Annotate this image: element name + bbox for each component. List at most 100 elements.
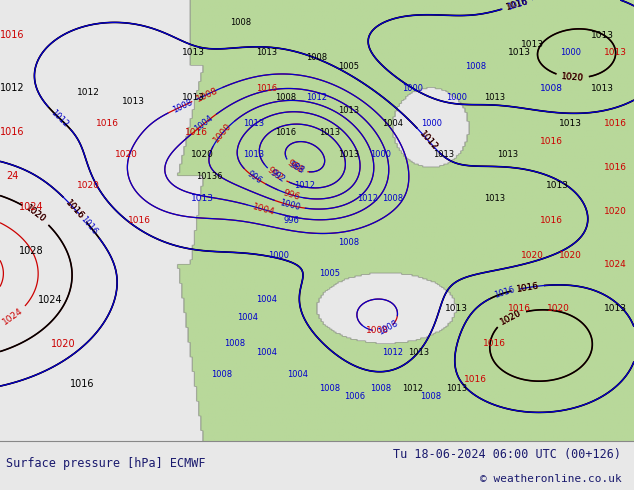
- Text: 1000: 1000: [401, 84, 423, 93]
- Text: 1012: 1012: [49, 108, 70, 129]
- Text: 1013: 1013: [243, 119, 264, 128]
- Text: 1008: 1008: [171, 98, 194, 115]
- Text: 1016: 1016: [70, 379, 94, 389]
- Text: 1013: 1013: [408, 348, 429, 357]
- Text: 1016: 1016: [1, 127, 25, 137]
- Text: 1004: 1004: [256, 295, 277, 304]
- Text: 1000: 1000: [268, 251, 290, 260]
- Text: 1016: 1016: [64, 198, 86, 221]
- Text: 1013: 1013: [182, 49, 205, 57]
- Text: 1024: 1024: [20, 202, 44, 212]
- Text: 1020: 1020: [77, 181, 100, 190]
- Text: 1020: 1020: [559, 251, 582, 260]
- Text: 1013: 1013: [445, 304, 468, 313]
- Text: © weatheronline.co.uk: © weatheronline.co.uk: [479, 474, 621, 484]
- Text: 1000: 1000: [278, 198, 301, 212]
- Text: 1008: 1008: [195, 85, 219, 103]
- Text: 996: 996: [283, 216, 300, 225]
- Text: 1013: 1013: [591, 84, 614, 93]
- Text: 1020: 1020: [560, 72, 585, 83]
- Text: 1016: 1016: [64, 198, 86, 221]
- Text: 1013: 1013: [604, 304, 626, 313]
- Text: 1024: 1024: [1, 307, 25, 327]
- Text: 1013: 1013: [484, 93, 505, 101]
- Text: 1005: 1005: [338, 62, 359, 71]
- Text: 1016: 1016: [604, 119, 626, 128]
- Text: 1006: 1006: [344, 392, 366, 401]
- Text: 1012: 1012: [77, 88, 100, 97]
- Text: 1028: 1028: [20, 246, 44, 256]
- Text: 1008: 1008: [420, 392, 442, 401]
- Text: 1016: 1016: [256, 84, 277, 93]
- Text: 1020: 1020: [191, 150, 214, 159]
- Text: 1000: 1000: [212, 121, 233, 145]
- Text: 1020: 1020: [498, 308, 523, 326]
- Text: 1004: 1004: [251, 202, 276, 217]
- Text: 1013: 1013: [338, 150, 359, 159]
- Text: 1016: 1016: [508, 304, 531, 313]
- Text: 1012: 1012: [357, 194, 378, 203]
- Text: 1016: 1016: [506, 0, 529, 12]
- Text: 1016: 1016: [1, 30, 25, 40]
- Text: 1013: 1013: [433, 150, 455, 159]
- Text: 1012: 1012: [417, 129, 439, 152]
- Text: 1012: 1012: [382, 348, 404, 357]
- Text: 1020: 1020: [560, 72, 585, 83]
- Text: 996: 996: [245, 169, 264, 185]
- Text: 1008: 1008: [465, 62, 486, 71]
- Text: 1000: 1000: [420, 119, 442, 128]
- Text: 1013: 1013: [559, 119, 582, 128]
- Text: 1020: 1020: [24, 204, 48, 224]
- Text: 1016: 1016: [128, 216, 151, 225]
- Text: 1004: 1004: [193, 114, 215, 134]
- Text: 1013: 1013: [319, 128, 340, 137]
- Text: 1012: 1012: [417, 129, 439, 152]
- Text: 1008: 1008: [366, 326, 389, 335]
- Text: 988: 988: [287, 160, 306, 176]
- Text: 1013: 1013: [182, 93, 205, 101]
- Text: 992: 992: [265, 165, 284, 183]
- Text: 1016: 1016: [505, 0, 529, 12]
- Text: 1013: 1013: [256, 49, 277, 57]
- Text: 1020: 1020: [521, 251, 544, 260]
- Text: 1008: 1008: [370, 384, 391, 392]
- Text: 1016: 1016: [604, 163, 626, 172]
- Text: 1013: 1013: [338, 106, 359, 115]
- Text: 1008: 1008: [211, 370, 233, 379]
- Text: Surface pressure [hPa] ECMWF: Surface pressure [hPa] ECMWF: [6, 457, 206, 469]
- Text: 1016: 1016: [275, 128, 296, 137]
- Text: 1004: 1004: [287, 370, 309, 379]
- Text: 1008: 1008: [306, 53, 328, 62]
- Text: 1016: 1016: [540, 137, 563, 146]
- Text: 1016: 1016: [483, 340, 506, 348]
- Text: 1020: 1020: [115, 150, 138, 159]
- Text: 10136: 10136: [196, 172, 223, 181]
- Text: 1016: 1016: [493, 285, 516, 300]
- Text: Tu 18-06-2024 06:00 UTC (00+126): Tu 18-06-2024 06:00 UTC (00+126): [393, 448, 621, 461]
- Text: 1012: 1012: [401, 384, 423, 392]
- Text: 1013: 1013: [446, 384, 467, 392]
- Text: 1008: 1008: [540, 84, 563, 93]
- Text: 992: 992: [269, 168, 287, 184]
- Text: 1004: 1004: [236, 313, 258, 322]
- Text: 1013: 1013: [243, 150, 264, 159]
- Text: 1013: 1013: [122, 97, 145, 106]
- Text: 1013: 1013: [496, 150, 518, 159]
- Text: 1013: 1013: [191, 194, 214, 203]
- Text: 1016: 1016: [505, 0, 529, 12]
- Text: 1000: 1000: [560, 49, 581, 57]
- Text: 1008: 1008: [224, 340, 245, 348]
- Text: 1024: 1024: [604, 260, 626, 269]
- Text: 1004: 1004: [382, 119, 404, 128]
- Text: 1016: 1016: [96, 119, 119, 128]
- Text: 1008: 1008: [275, 93, 296, 101]
- Text: 1016: 1016: [79, 214, 100, 236]
- Text: 1020: 1020: [24, 204, 48, 224]
- Text: 988: 988: [285, 158, 304, 175]
- Text: 1020: 1020: [498, 308, 523, 326]
- Text: 1016: 1016: [515, 281, 540, 294]
- Text: 1000: 1000: [446, 93, 467, 101]
- Text: 1008: 1008: [382, 194, 404, 203]
- Text: 24: 24: [6, 172, 19, 181]
- Text: 996: 996: [281, 188, 301, 201]
